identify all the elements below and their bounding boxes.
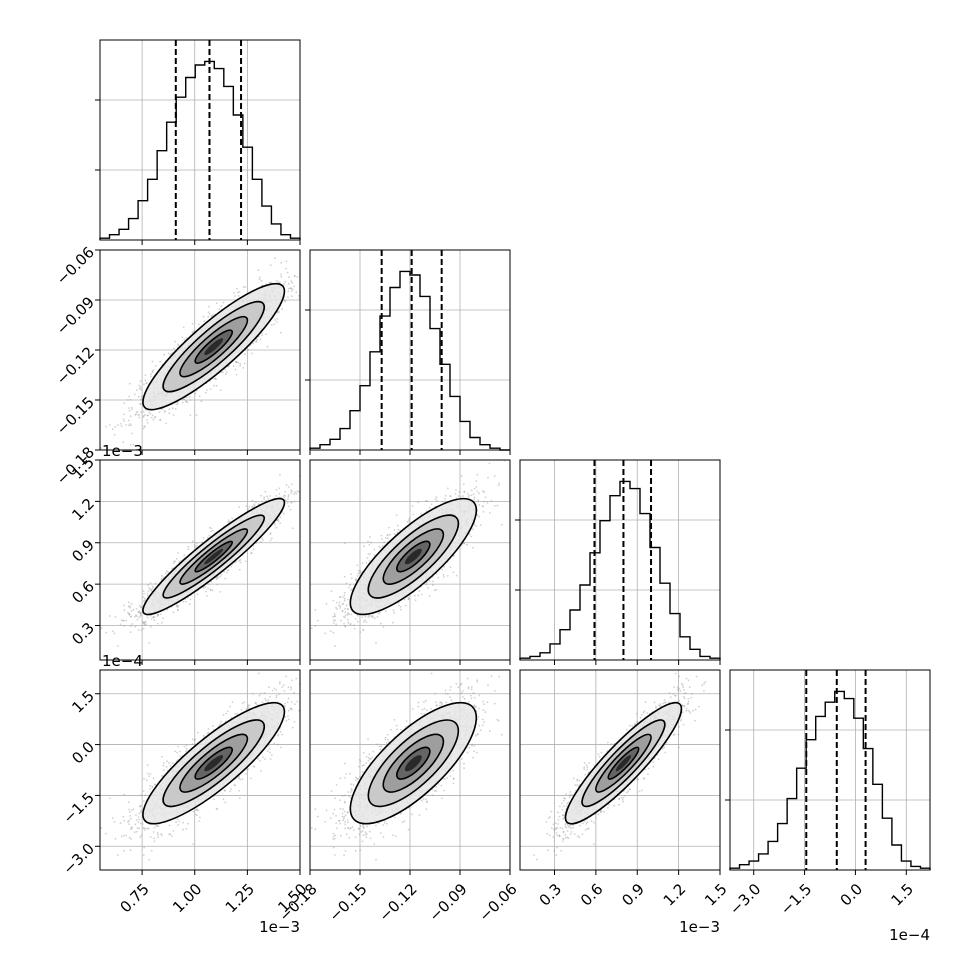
density-contour — [162, 514, 266, 599]
density-contour — [382, 528, 445, 585]
histogram-line — [99, 60, 301, 240]
x-tick-label: 0.6 — [577, 880, 607, 910]
density-contour — [564, 701, 683, 825]
density-contour — [194, 746, 234, 780]
histogram-panel-1 — [305, 249, 511, 455]
y-tick-label: −0.09 — [53, 293, 98, 338]
density-contour — [367, 719, 460, 808]
y-tick-label: −3.0 — [60, 840, 98, 878]
density-fill — [204, 548, 224, 565]
histogram-panel-2 — [515, 459, 721, 665]
panel-frame — [99, 669, 301, 871]
density-contour — [142, 497, 286, 616]
density-fill — [615, 755, 632, 772]
density-fill — [204, 755, 224, 772]
x-tick-label: −0.12 — [376, 880, 421, 925]
density-fill — [204, 338, 224, 356]
y-offset-label: 1e−3 — [102, 442, 143, 460]
density-contour — [595, 733, 652, 793]
x-tick-label: 0.9 — [618, 880, 648, 910]
x-tick-label: −0.06 — [476, 880, 521, 925]
x-tick-label: −0.09 — [426, 880, 471, 925]
y-tick-label: 1.5 — [68, 687, 98, 717]
x-tick-label: 1.2 — [660, 880, 690, 910]
density-fill — [404, 755, 422, 772]
density-contour — [382, 733, 445, 793]
x-tick-label: 1.25 — [222, 880, 258, 916]
density-contour — [607, 746, 640, 780]
density-contour — [367, 514, 460, 599]
density-contour — [142, 282, 286, 411]
density-contour — [179, 315, 249, 378]
panel-frame — [519, 459, 721, 661]
y-tick-label: 0.9 — [68, 536, 98, 566]
scatter-panel-2-1 — [309, 459, 511, 665]
x-tick-label: −0.15 — [326, 880, 371, 925]
density-contour — [396, 540, 431, 573]
y-tick-label: −0.12 — [53, 343, 98, 388]
density-contour — [179, 528, 249, 585]
x-tick-label: 0.75 — [117, 880, 153, 916]
histogram-line — [519, 480, 721, 660]
panel-frame — [99, 249, 301, 451]
panel-frame — [519, 669, 721, 871]
histogram-panel-3 — [725, 669, 931, 875]
density-contour — [142, 701, 286, 825]
density-contour — [396, 746, 431, 780]
density-contour — [581, 719, 666, 808]
x-tick-label: −1.5 — [777, 880, 815, 918]
y-tick-label: −0.06 — [53, 243, 98, 288]
y-tick-label: −0.15 — [53, 393, 98, 438]
y-tick-label: 0.6 — [68, 577, 98, 607]
x-tick-label: 1.5 — [887, 880, 917, 910]
y-tick-label: 0.0 — [68, 738, 98, 768]
density-contour — [194, 329, 234, 364]
scatter-panel-3-2 — [519, 669, 721, 875]
x-tick-label: 0.0 — [837, 880, 867, 910]
y-tick-label: 0.3 — [68, 619, 98, 649]
scatter-panel-3-0 — [95, 669, 301, 875]
density-contour — [349, 497, 478, 616]
panel-frame — [99, 39, 301, 241]
density-contour — [179, 733, 249, 793]
histogram-line — [309, 270, 510, 451]
x-offset-label: 1e−4 — [889, 926, 930, 944]
y-tick-label: −1.5 — [60, 789, 98, 827]
density-contour — [162, 300, 266, 393]
density-contour — [162, 719, 266, 808]
y-offset-label: 1e−4 — [102, 652, 143, 670]
density-contour — [349, 701, 478, 825]
x-tick-label: −3.0 — [726, 880, 764, 918]
scatter-panel-3-1 — [309, 669, 511, 875]
scatter-panel-1-0 — [95, 249, 301, 455]
x-offset-label: 1e−3 — [679, 918, 720, 936]
x-offset-label: 1e−3 — [259, 918, 300, 936]
panel-frame — [729, 669, 931, 871]
y-tick-label: 1.2 — [68, 495, 98, 525]
density-fill — [404, 548, 422, 565]
panel-frame — [99, 459, 301, 661]
density-contour — [194, 540, 234, 573]
scatter-panel-2-0 — [95, 459, 301, 665]
histogram-panel-0 — [95, 39, 301, 245]
histogram-line — [729, 690, 931, 870]
x-tick-label: 0.3 — [536, 880, 566, 910]
x-tick-label: 1.00 — [169, 880, 205, 916]
